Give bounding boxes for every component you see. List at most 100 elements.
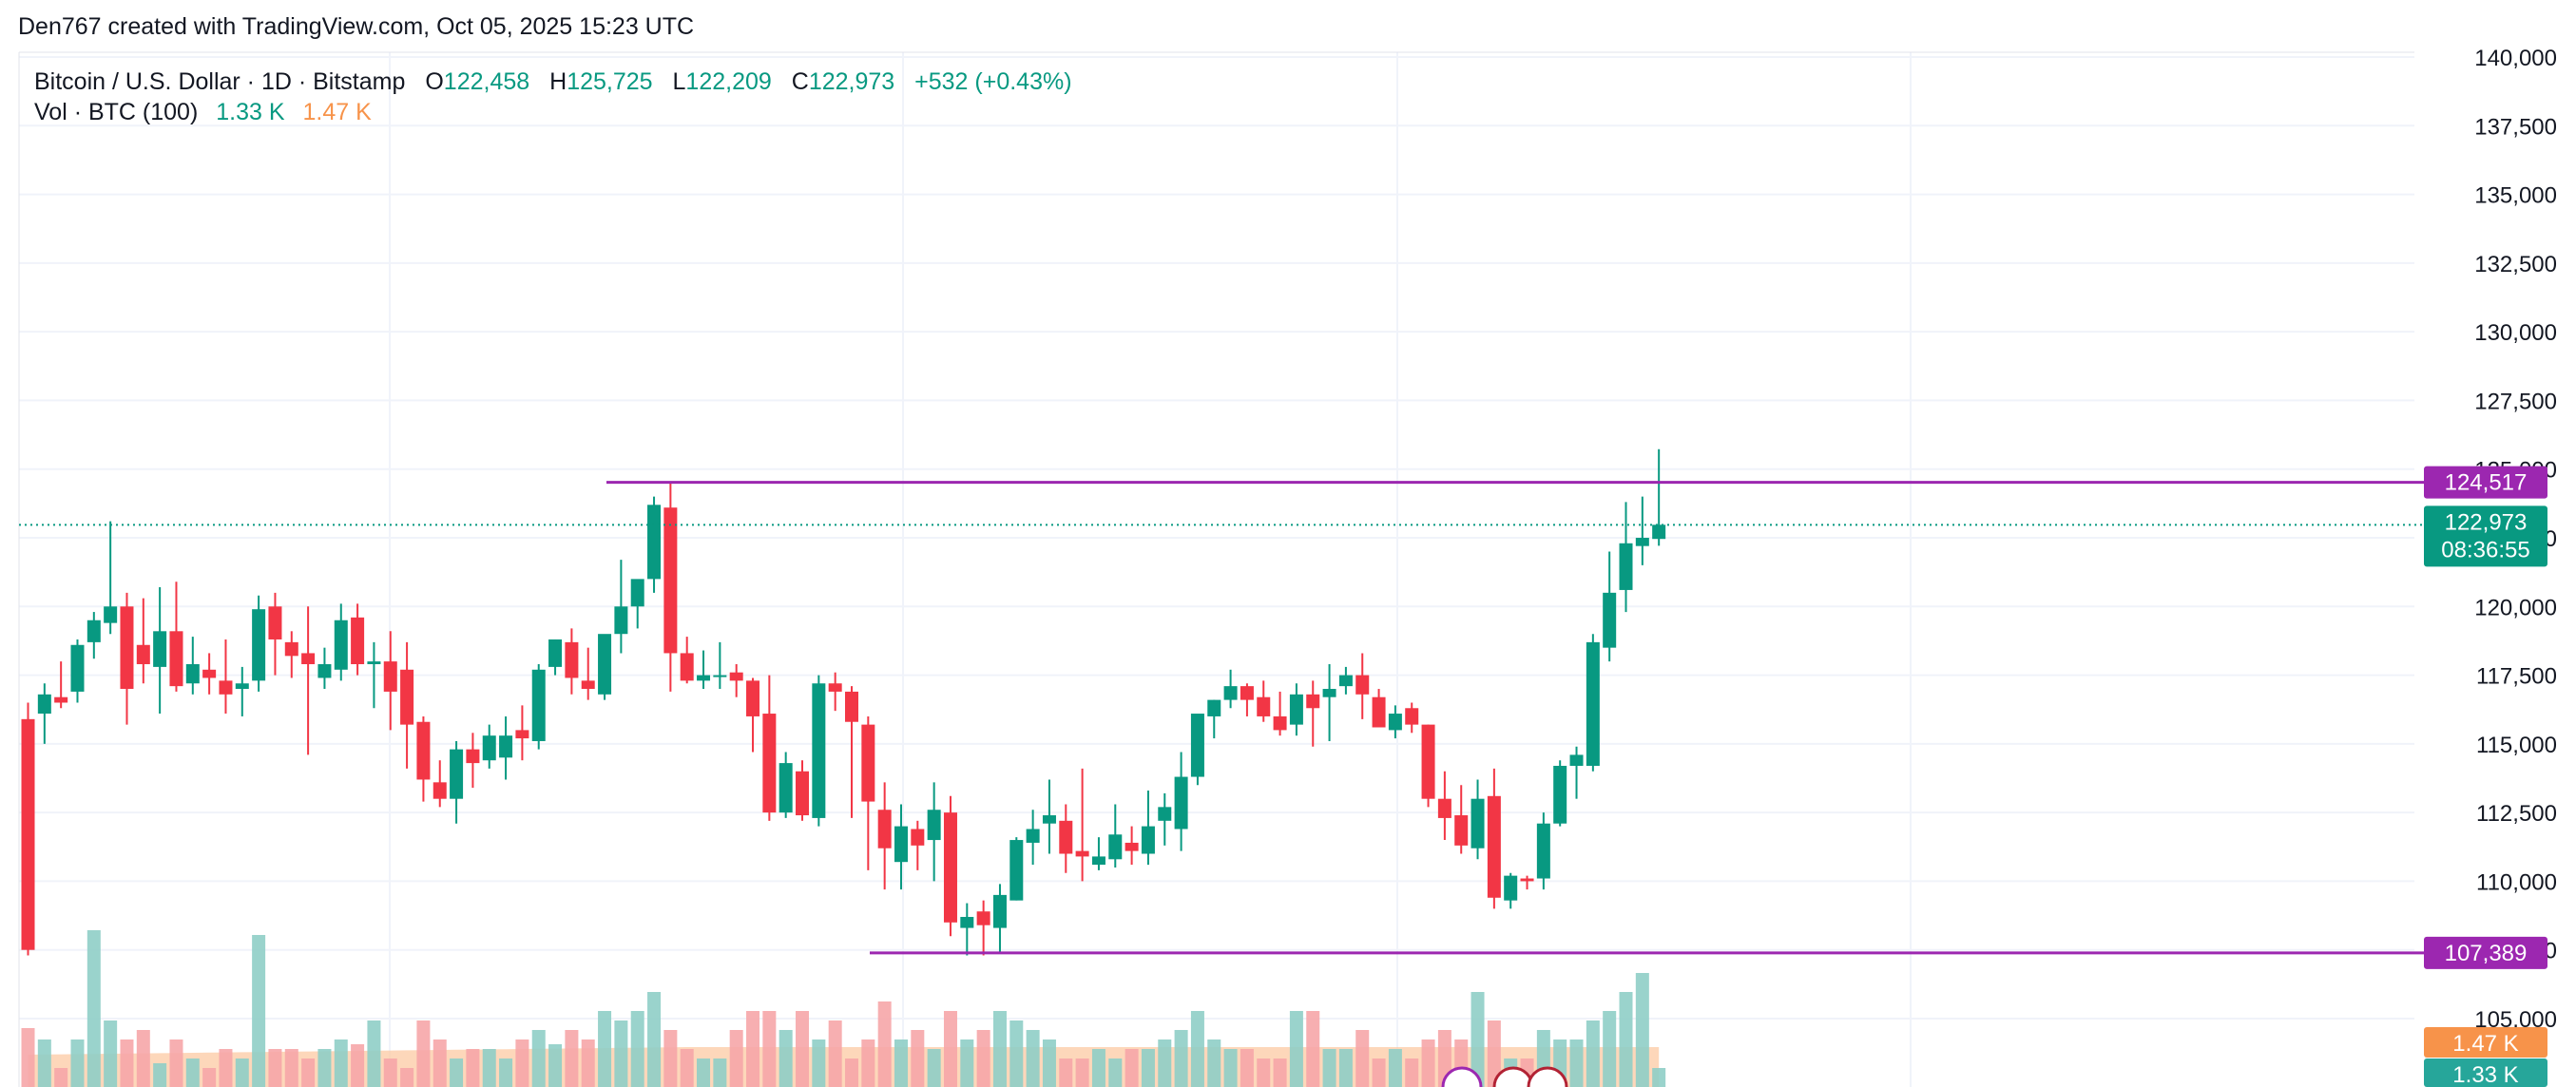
support-price-badge-bg — [2424, 936, 2547, 969]
price-axis[interactable]: 105,000107,500110,000112,500115,000117,5… — [2424, 0, 2576, 1087]
volume-bar — [663, 1030, 678, 1087]
volume-bar — [383, 1058, 397, 1087]
candle-body — [252, 609, 266, 681]
volume-bar — [301, 1058, 316, 1087]
volume-legend[interactable]: Vol · BTC (100) 1.33 K 1.47 K — [34, 99, 372, 126]
volume-bar — [894, 1039, 908, 1087]
event-icons[interactable] — [1441, 1066, 1568, 1087]
volume-bar — [1405, 1058, 1419, 1087]
volume-bar — [1306, 1011, 1320, 1087]
candle-body — [1026, 829, 1040, 843]
candle-body — [1322, 689, 1336, 697]
candle-body — [1372, 696, 1386, 728]
price-tick-label: 132,500 — [2474, 252, 2557, 277]
volume-bar — [614, 1020, 628, 1087]
volume-bar — [828, 1020, 842, 1087]
volume-bar — [1257, 1058, 1271, 1087]
candle-body — [219, 680, 233, 695]
volume-bar — [1471, 992, 1485, 1087]
candle-body — [54, 696, 68, 703]
volume-bar — [400, 1068, 414, 1087]
candle-body — [1190, 714, 1204, 777]
candle-body — [1141, 826, 1155, 854]
open-value: 122,458 — [443, 68, 530, 95]
candle-body — [1652, 524, 1666, 540]
volume-bar — [1223, 1049, 1238, 1087]
volume-histogram — [21, 930, 1666, 1087]
high-label: H — [549, 68, 567, 95]
candle-body — [1437, 798, 1451, 818]
candle-body — [1240, 686, 1254, 700]
volume-bar — [153, 1063, 167, 1087]
volume-value: 1.33 K — [216, 99, 285, 125]
candle-body — [136, 644, 150, 665]
volume-bar — [450, 1058, 464, 1087]
volume-bar — [367, 1020, 381, 1087]
candle-body — [202, 669, 217, 678]
volume-badge: 1.33 K — [2452, 1062, 2518, 1087]
candle-body — [943, 812, 957, 923]
candle-body — [1504, 875, 1518, 901]
volume-ma-value: 1.47 K — [302, 99, 372, 125]
candle-body — [1042, 815, 1056, 824]
price-tick-label: 115,000 — [2476, 733, 2557, 758]
candle-body — [565, 641, 579, 678]
volume-bar — [466, 1049, 480, 1087]
volume-bar — [762, 1011, 777, 1087]
volume-bar — [284, 1049, 298, 1087]
volume-bar — [235, 1058, 249, 1087]
candle-body — [1257, 696, 1271, 716]
candle-body — [466, 749, 480, 764]
volume-bar — [120, 1039, 134, 1087]
candle-body — [1405, 708, 1419, 725]
candle-body — [713, 675, 727, 677]
candle-body — [1619, 543, 1633, 590]
volume-bar — [1619, 992, 1633, 1087]
candle-body — [351, 617, 365, 665]
volume-bar — [960, 1039, 974, 1087]
volume-bar — [1240, 1049, 1254, 1087]
volume-ma-badge: 1.47 K — [2452, 1031, 2518, 1057]
candle-body — [515, 730, 529, 739]
volume-bar — [21, 1028, 35, 1087]
price-tick-label: 130,000 — [2474, 320, 2557, 346]
volume-bar — [104, 1020, 118, 1087]
volume-bar — [598, 1011, 612, 1087]
volume-bar — [1042, 1039, 1056, 1087]
candle-body — [1289, 694, 1303, 725]
volume-bar — [268, 1049, 282, 1087]
volume-bar — [680, 1049, 694, 1087]
volume-bar — [531, 1030, 546, 1087]
price-tick-label: 140,000 — [2474, 46, 2557, 71]
candle-body — [1520, 878, 1534, 882]
candle-body — [1059, 820, 1073, 854]
price-tick-label: 127,500 — [2474, 389, 2557, 414]
high-value: 125,725 — [567, 68, 653, 95]
change-value: +532 (+0.43%) — [914, 68, 1072, 95]
symbol-legend[interactable]: Bitcoin / U.S. Dollar · 1D · Bitstamp O1… — [34, 68, 1072, 96]
volume-bar — [1009, 1020, 1024, 1087]
price-tick-label: 112,500 — [2476, 801, 2557, 827]
resistance-price-badge: 124,517 — [2445, 470, 2528, 496]
volume-bar — [202, 1068, 217, 1087]
candle-body — [317, 664, 332, 678]
candle-body — [581, 680, 595, 690]
candle-body — [235, 683, 249, 690]
candle-body — [531, 669, 546, 741]
volume-bar — [1388, 1049, 1402, 1087]
candle-body — [1108, 834, 1123, 860]
volume-bar — [1108, 1058, 1123, 1087]
candle-body — [1091, 856, 1105, 866]
candle-body — [400, 669, 414, 725]
volume-bar — [1603, 1011, 1617, 1087]
candle-body — [1174, 776, 1188, 830]
price-tick-label: 137,500 — [2474, 114, 2557, 140]
candle-body — [37, 694, 51, 715]
volume-bar — [433, 1039, 447, 1087]
volume-bar — [861, 1039, 875, 1087]
volume-bar — [976, 1030, 990, 1087]
volume-bar — [1158, 1039, 1172, 1087]
horizontal-levels[interactable] — [19, 481, 2429, 955]
candle-body — [894, 826, 908, 863]
